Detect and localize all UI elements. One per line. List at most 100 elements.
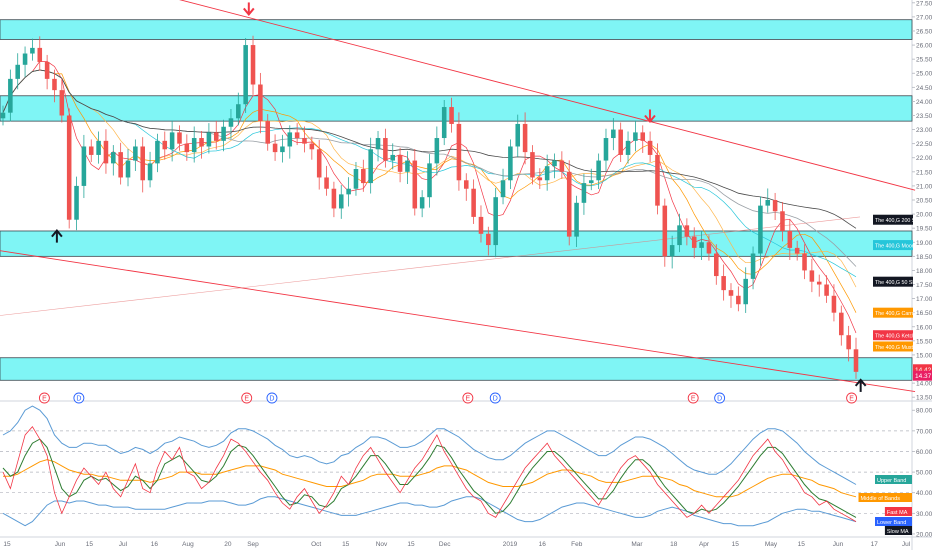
arrow-marker-2: [51, 229, 63, 243]
trendline-0: [179, 0, 916, 191]
time-tick-label: Jul: [119, 541, 128, 548]
candle-body: [530, 152, 535, 178]
candle-body: [184, 143, 190, 153]
arrow-marker-0: [243, 2, 255, 17]
time-tick-label: Aug: [182, 541, 194, 548]
osc-legend-label: Slow MA: [887, 529, 909, 535]
price-tick-label: 26.50: [916, 28, 932, 35]
event-marker-5: D: [489, 392, 501, 404]
candle-body: [743, 278, 748, 305]
candle-body: [302, 138, 307, 144]
candle-body: [449, 107, 454, 124]
candle-body: [831, 295, 837, 313]
candle-body: [103, 140, 109, 164]
price-tick-label: 17.50: [916, 282, 932, 289]
candle-body: [611, 129, 616, 139]
osc-legend-tag-3: Lower Band: [875, 517, 912, 526]
candle-body: [0, 112, 6, 119]
event-marker-label: D: [76, 396, 81, 403]
price-tick-label: 24.50: [916, 85, 932, 92]
ma-long-term: [0, 216, 861, 316]
candle-body: [346, 188, 351, 195]
candle-body: [265, 121, 271, 144]
price-tick-label: 25.50: [916, 57, 932, 64]
price-tick-label: 17.00: [916, 296, 932, 303]
price-tick-label: 27.50: [916, 0, 932, 7]
osc-fast-ma: [2, 426, 857, 522]
event-marker-1: D: [73, 392, 85, 404]
candle-body: [331, 188, 337, 209]
time-tick-label: 15: [798, 541, 806, 548]
candle-body: [177, 132, 182, 144]
candle-body: [81, 146, 87, 186]
candle-body: [228, 118, 234, 127]
candle-body: [375, 138, 381, 150]
candle-body: [456, 123, 462, 181]
time-tick-label: 15: [732, 541, 740, 548]
candle-body: [515, 123, 521, 147]
price-tick-label: 26.00: [916, 43, 932, 50]
series-legend-label: The 400,G Carrot: [875, 311, 917, 317]
price-tick-label: 13.50: [916, 395, 932, 402]
time-tick-label: Jul: [902, 541, 911, 548]
time-tick-label: 2019: [503, 541, 518, 548]
candle-body: [37, 47, 43, 62]
time-tick-label: Sep: [247, 541, 259, 548]
candle-body: [728, 290, 734, 296]
time-tick-label: Apr: [699, 541, 710, 548]
osc-legend-label: Middle of Bands: [861, 496, 901, 502]
event-marker-label: E: [42, 396, 47, 403]
candle-body: [147, 163, 153, 181]
candle-body: [199, 138, 204, 147]
osc-legend-tag-2: Fast MA: [884, 507, 912, 516]
candle-body: [780, 211, 785, 231]
candle-body: [427, 163, 432, 198]
candle-body: [566, 171, 572, 237]
candle-body: [258, 84, 263, 122]
time-tick-label: 15: [342, 541, 350, 548]
candle-body: [750, 253, 756, 279]
candle-body: [574, 202, 579, 237]
osc-tick-label: 70.00: [916, 428, 932, 435]
candle-body: [191, 138, 197, 153]
time-tick-label: Nov: [376, 541, 388, 548]
candle-body: [353, 169, 359, 189]
osc-slow-ma: [2, 438, 857, 518]
osc-legend-label: Fast MA: [887, 510, 908, 516]
candle-body: [412, 160, 418, 209]
candle-body: [236, 104, 241, 119]
price-tick-label: 21.00: [916, 183, 932, 190]
price-tick-label: 20.00: [916, 212, 932, 219]
candle-body: [493, 197, 498, 246]
arrow-marker-3: [854, 378, 867, 392]
candle-body: [691, 236, 697, 248]
event-marker-6: E: [687, 392, 699, 404]
event-marker-label: E: [466, 396, 471, 403]
event-marker-label: E: [691, 396, 696, 403]
candle-body: [824, 284, 829, 296]
candle-body: [133, 146, 138, 161]
price-tick-label: 16.00: [916, 324, 932, 331]
price-tick-label: 18.50: [916, 254, 932, 261]
candle-body: [714, 253, 719, 277]
candle-body: [662, 205, 668, 257]
candle-body: [405, 160, 410, 172]
series-legend-tag-1: The 400,G Moon: [873, 240, 915, 251]
osc-tick-label: 40.00: [916, 490, 932, 497]
candle-body: [30, 47, 35, 54]
candle-body: [390, 154, 396, 161]
candle-body: [588, 180, 594, 184]
candle-body: [478, 216, 484, 234]
candle-body: [596, 160, 601, 181]
osc-upper-band: [2, 405, 857, 485]
candle-body: [772, 200, 778, 212]
candle-body: [669, 245, 675, 257]
osc-legend-tag-4: Slow MA: [884, 526, 912, 535]
candle-body: [787, 230, 793, 248]
time-tick-label: 16: [539, 541, 547, 548]
candle-body: [44, 61, 50, 79]
osc-legend-tag-0: Upper Band: [875, 475, 912, 484]
osc-lower-band: [2, 496, 857, 527]
series-legend-label: The 400,G 200 SMA: [875, 218, 924, 224]
